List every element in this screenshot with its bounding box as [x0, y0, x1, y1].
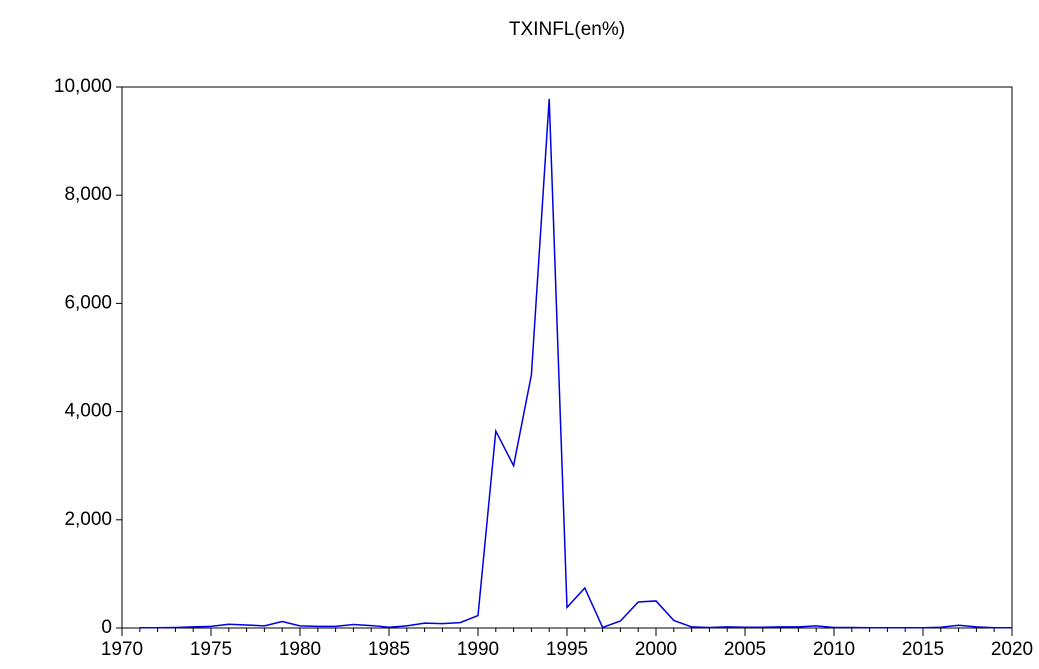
chart-title: TXINFL(en%) [509, 19, 625, 40]
plot-frame [121, 86, 1013, 629]
x-tick-label: 2005 [724, 639, 766, 660]
data-line [139, 98, 1012, 629]
x-tick-label: 2000 [635, 639, 677, 660]
x-tick-label: 1995 [546, 639, 588, 660]
x-tick-label: 1970 [101, 639, 143, 660]
x-tick-label: 1990 [457, 639, 499, 660]
x-tick-label: 1975 [190, 639, 232, 660]
y-tick-label: 0 [101, 617, 112, 638]
x-tick-label: 1980 [279, 639, 321, 660]
x-tick-label: 2010 [813, 639, 855, 660]
y-tick-label: 2,000 [64, 509, 112, 530]
y-tick-label: 6,000 [64, 292, 112, 313]
x-tick-label: 1985 [368, 639, 410, 660]
x-tick-label: 2015 [902, 639, 944, 660]
x-tick-label: 2020 [991, 639, 1033, 660]
y-tick-label: 8,000 [64, 184, 112, 205]
y-tick-label: 4,000 [64, 401, 112, 422]
y-tick-label: 10,000 [54, 76, 112, 97]
